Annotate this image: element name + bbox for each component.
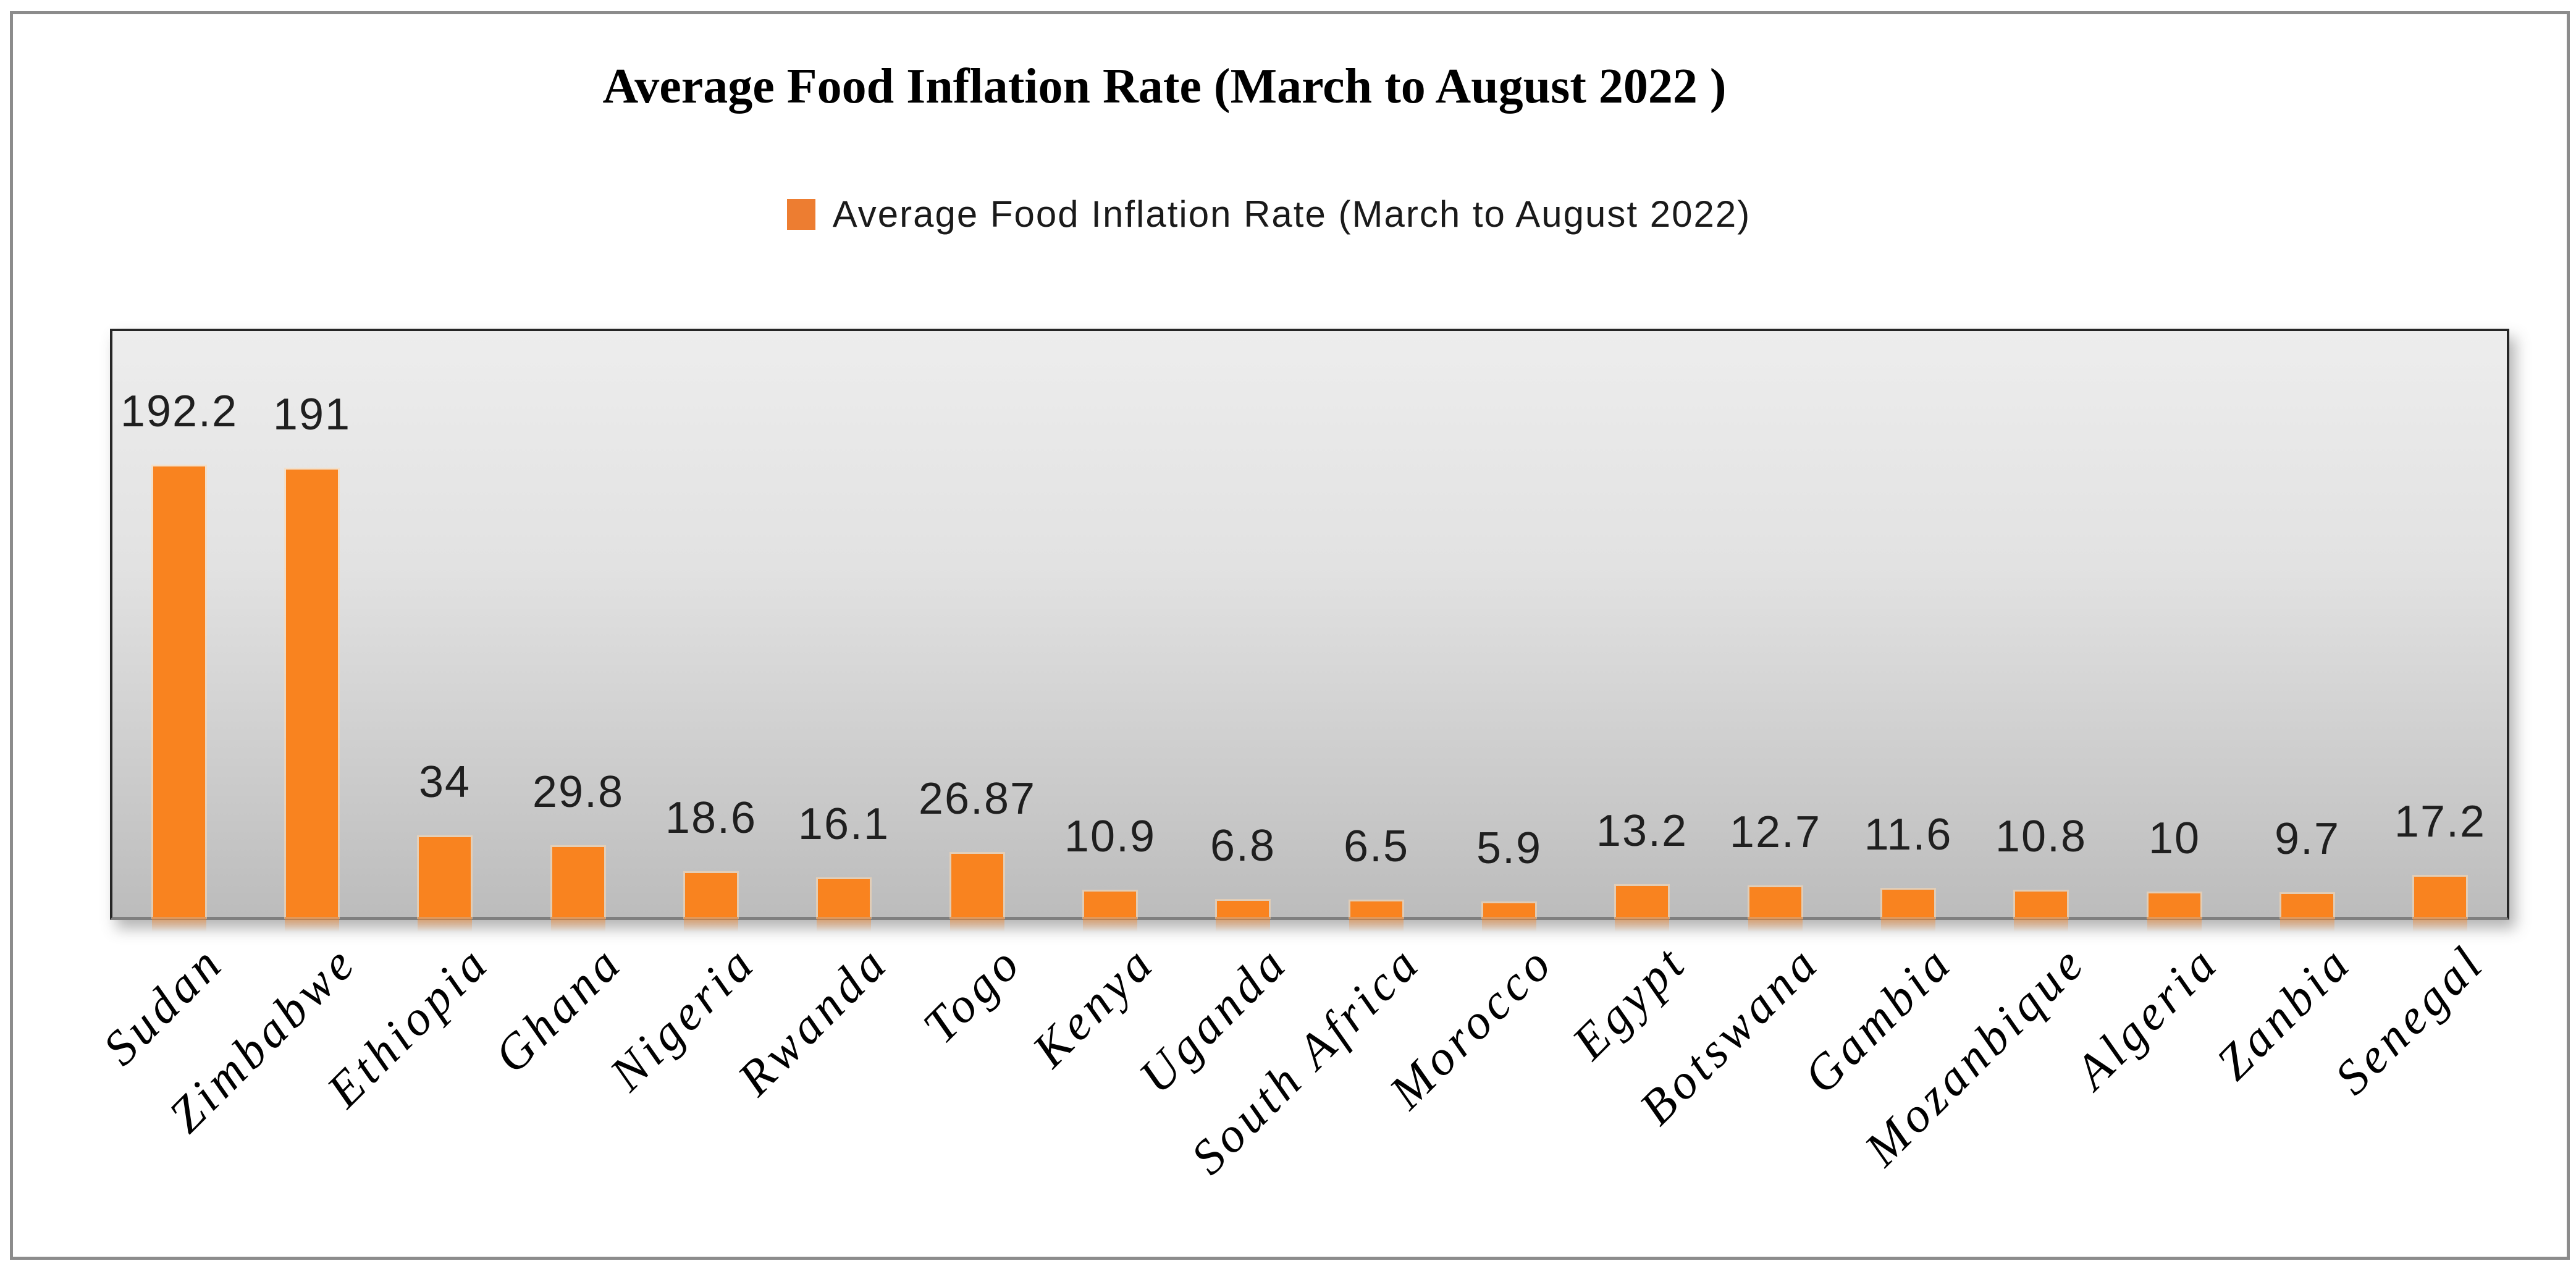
bar	[2147, 893, 2202, 932]
bar-value-label: 6.5	[1343, 822, 1410, 871]
bar-value-label: 191	[272, 390, 351, 439]
bar-value-label: 6.8	[1210, 821, 1276, 871]
legend: Average Food Inflation Rate (March to Au…	[0, 193, 2538, 235]
bar-value-label: 26.87	[918, 774, 1037, 824]
bar-value-label: 13.2	[1596, 806, 1688, 856]
bar-value-label: 10.8	[1995, 812, 2087, 861]
bar	[1881, 890, 1935, 932]
bar	[1083, 892, 1137, 932]
bar	[950, 854, 1004, 932]
bar	[1349, 901, 1404, 932]
bar	[1615, 886, 1669, 932]
bar	[817, 879, 871, 932]
bar	[418, 837, 472, 932]
bar-value-label: 18.6	[665, 793, 757, 843]
bar	[2413, 877, 2467, 932]
bar-value-label: 29.8	[532, 767, 625, 817]
bar	[1482, 903, 1536, 932]
bar	[684, 873, 738, 932]
bar-value-label: 5.9	[1476, 824, 1543, 873]
bar	[1748, 887, 1803, 932]
bar	[2014, 892, 2068, 932]
bar	[1216, 901, 1270, 932]
bar-value-label: 16.1	[798, 799, 890, 849]
bar	[2280, 894, 2334, 932]
bar-value-label: 17.2	[2394, 797, 2486, 846]
bar-value-label: 11.6	[1864, 810, 1953, 859]
bar-value-label: 10.9	[1064, 812, 1156, 861]
bar-value-label: 34	[418, 757, 471, 807]
bar-value-label: 9.7	[2274, 814, 2341, 864]
bar	[152, 466, 206, 932]
bar-value-label: 192.2	[120, 387, 238, 436]
bar-value-label: 10	[2148, 814, 2201, 863]
legend-orange-square-icon	[786, 198, 815, 230]
legend-series-label: Average Food Inflation Rate (March to Au…	[832, 193, 1751, 235]
bar	[285, 470, 339, 932]
bar-value-label: 12.7	[1729, 808, 1822, 857]
bar	[551, 847, 605, 932]
chart-title: Average Food Inflation Rate (March to Au…	[602, 59, 1727, 114]
plot-area: 192.2 191 34 29.8 18.6 16.1 26.87 10.9 6.8 6.5 5.9…	[110, 329, 2509, 932]
